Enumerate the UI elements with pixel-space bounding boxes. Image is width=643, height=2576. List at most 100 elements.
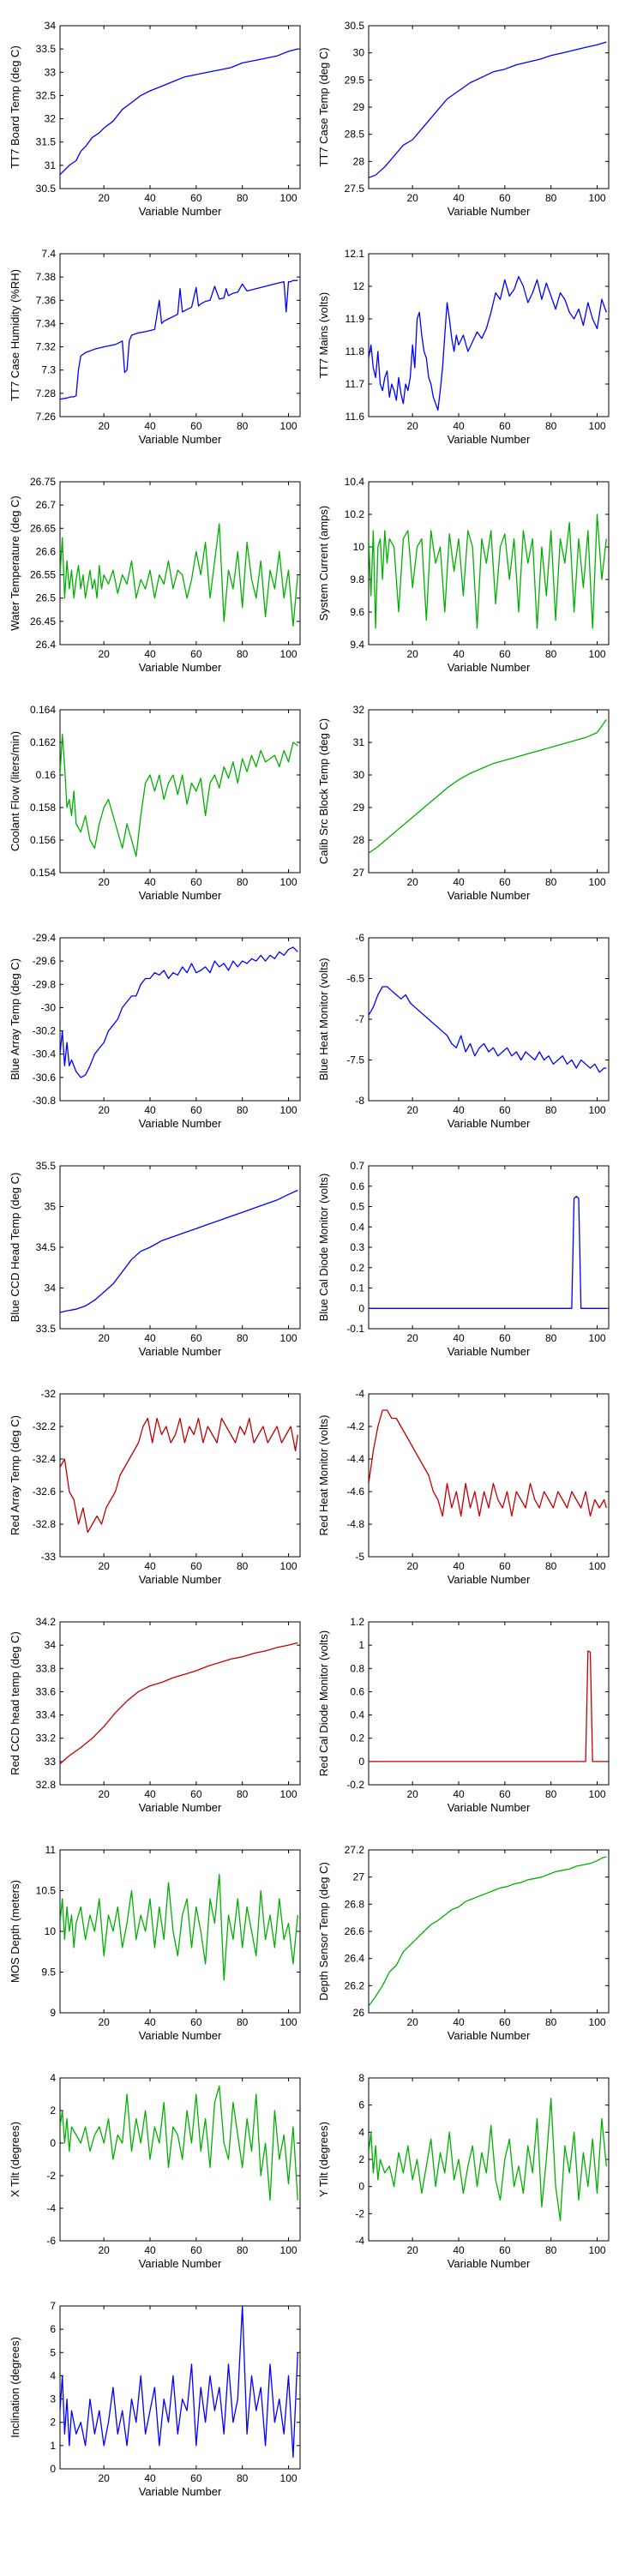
series-line — [369, 986, 607, 1073]
x-tick-label: 40 — [144, 648, 156, 660]
x-tick-label: 40 — [453, 1104, 465, 1116]
x-tick-label: 60 — [190, 876, 202, 888]
x-tick-label: 60 — [190, 1788, 202, 1800]
y-axis-label: Red Cal Diode Monitor (volts) — [317, 1630, 330, 1777]
x-tick-label: 60 — [499, 2016, 511, 2028]
y-tick-label: 26.65 — [30, 522, 56, 534]
y-tick-label: 1 — [358, 1639, 364, 1651]
y-tick-label: 26.5 — [36, 592, 57, 604]
y-tick-label: 0.1 — [350, 1282, 364, 1294]
y-tick-label: -6.5 — [346, 973, 364, 985]
y-tick-label: -30.4 — [33, 1048, 57, 1060]
x-tick-label: 60 — [190, 1560, 202, 1572]
chart-panel-5: 20 40 60 80 100 26.4 26.45 26.5 26.55 26.6 26.65 26… — [9, 476, 301, 674]
y-tick-label: 0.2 — [350, 1732, 364, 1744]
x-tick-label: 100 — [589, 1560, 606, 1572]
x-axis-label: Variable Number — [139, 2257, 222, 2270]
y-tick-label: 30.5 — [345, 20, 365, 32]
plot-frame — [368, 1393, 610, 1558]
x-tick-label: 100 — [280, 2016, 297, 2028]
y-axis-label: Y Tilt (degrees) — [317, 2122, 330, 2197]
x-tick-label: 80 — [545, 1788, 557, 1800]
series-line — [60, 1417, 298, 1534]
y-tick-label: 26.7 — [36, 499, 57, 511]
y-tick-label: 33.5 — [36, 43, 57, 55]
y-tick-label: 34.2 — [36, 1616, 57, 1628]
x-tick-label: 40 — [144, 876, 156, 888]
y-tick-label: 10.2 — [345, 508, 365, 520]
x-tick-label: 20 — [406, 420, 418, 432]
plot-frame — [59, 709, 301, 874]
x-tick-label: 80 — [237, 2472, 249, 2484]
y-tick-label: 9.4 — [350, 639, 364, 651]
x-tick-label: 60 — [499, 1560, 511, 1572]
chart-panel-21: 20 40 60 80 100 0 1 2 3 4 5 6 7 Variable Number Inclin… — [9, 2300, 301, 2498]
y-tick-label: 33.6 — [36, 1685, 57, 1697]
y-axis-label: Coolant Flow (liters/min) — [9, 731, 21, 851]
y-tick-label: 29 — [353, 802, 365, 814]
y-tick-label: 9 — [50, 2007, 56, 2019]
x-tick-label: 100 — [280, 2244, 297, 2256]
y-tick-label: 0.162 — [30, 736, 56, 748]
x-tick-label: 100 — [280, 420, 297, 432]
y-axis-label: TT7 Board Temp (deg C) — [9, 45, 21, 169]
x-tick-label: 80 — [545, 2244, 557, 2256]
y-tick-label: 6 — [358, 2099, 364, 2111]
y-tick-label: -4 — [46, 2202, 56, 2214]
x-tick-label: 40 — [144, 1332, 156, 1344]
y-tick-label: 7.3 — [41, 364, 56, 376]
y-axis-label: TT7 Mains (volts) — [317, 292, 330, 378]
y-tick-label: 30.5 — [36, 183, 57, 195]
y-tick-label: 0 — [50, 2463, 56, 2475]
y-tick-label: -8 — [355, 1095, 364, 1107]
y-tick-label: 6 — [50, 2323, 56, 2335]
plot-frame — [59, 25, 301, 189]
series-line — [60, 279, 298, 400]
x-tick-label: 40 — [144, 1560, 156, 1572]
y-tick-label: 32 — [353, 704, 365, 716]
y-tick-label: 0.4 — [350, 1221, 364, 1233]
y-tick-label: 29 — [353, 101, 365, 113]
x-tick-label: 40 — [453, 1560, 465, 1572]
x-tick-label: 100 — [280, 876, 297, 888]
y-tick-label: -30.6 — [33, 1072, 57, 1084]
x-axis-label: Variable Number — [448, 661, 531, 674]
chart-panel-3: 20 40 60 80 100 7.26 7.28 7.3 7.32 7.34 7.36 7.38 7.… — [9, 248, 301, 446]
y-tick-label: 34 — [45, 20, 57, 32]
y-tick-label: 28 — [353, 834, 365, 846]
y-tick-label: 0.164 — [30, 704, 56, 716]
y-tick-label: 30 — [353, 47, 365, 59]
x-tick-label: 100 — [589, 876, 606, 888]
y-tick-label: 0 — [358, 2181, 364, 2193]
y-axis-label: Depth Sensor Temp (deg C) — [317, 1862, 330, 2001]
y-tick-label: 7.38 — [36, 271, 57, 283]
chart-panel-14: 20 40 60 80 100 -5 -4.8 -4.6 -4.4 -4.2 -4 Variable … — [317, 1388, 610, 1586]
y-tick-label: 0.4 — [350, 1709, 364, 1721]
x-tick-label: 40 — [144, 420, 156, 432]
y-tick-label: 2 — [358, 2153, 364, 2165]
plot-frame — [368, 1621, 610, 1786]
y-axis-label: TT7 Case Humidity (%RH) — [9, 269, 21, 401]
y-tick-label: -32.2 — [33, 1420, 57, 1432]
y-tick-label: -2 — [46, 2170, 56, 2182]
x-axis-label: Variable Number — [139, 661, 222, 674]
plot-frame — [59, 481, 301, 646]
y-tick-label: 4 — [358, 2126, 364, 2138]
y-axis-label: Water Temperature (deg C) — [9, 495, 21, 631]
x-tick-label: 100 — [280, 648, 297, 660]
y-tick-label: -32.6 — [33, 1486, 57, 1498]
y-tick-label: 0.2 — [350, 1262, 364, 1274]
x-axis-label: Variable Number — [139, 2029, 222, 2042]
y-tick-label: -33 — [41, 1551, 57, 1563]
y-tick-label: 31 — [353, 736, 365, 748]
y-tick-label: 0.8 — [350, 1662, 364, 1674]
x-tick-label: 100 — [280, 192, 297, 204]
y-tick-label: 3 — [50, 2393, 56, 2405]
x-tick-label: 80 — [237, 876, 249, 888]
x-tick-label: 80 — [545, 1560, 557, 1572]
y-tick-label: 0.3 — [350, 1241, 364, 1253]
x-tick-label: 80 — [237, 420, 249, 432]
y-tick-label: 26 — [353, 2007, 365, 2019]
y-tick-label: 26.2 — [345, 1979, 365, 1991]
